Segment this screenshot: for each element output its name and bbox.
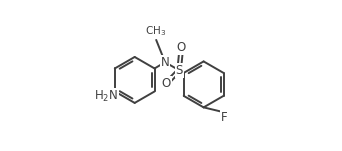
Text: O: O bbox=[177, 41, 186, 54]
Text: O: O bbox=[162, 77, 171, 90]
Text: S: S bbox=[175, 64, 183, 77]
Text: CH$_3$: CH$_3$ bbox=[145, 25, 166, 39]
Text: H$_2$N: H$_2$N bbox=[94, 89, 118, 104]
Text: N: N bbox=[161, 56, 169, 69]
Text: F: F bbox=[221, 111, 228, 124]
